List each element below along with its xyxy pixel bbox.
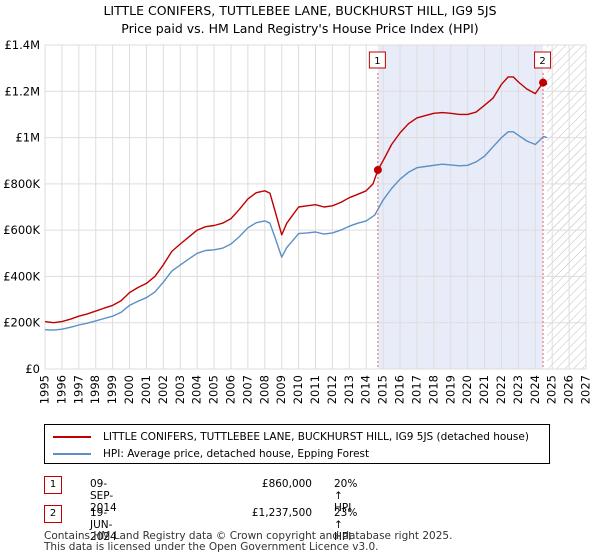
x-tick-label: 2000	[122, 375, 136, 404]
legend: LITTLE CONIFERS, TUTTLEBEE LANE, BUCKHUR…	[44, 424, 550, 464]
sale-number-badge: 2	[44, 505, 62, 523]
x-tick-label: 2020	[460, 375, 474, 404]
future-hatch-region	[547, 45, 586, 369]
sale-date: 09-SEP-2014	[90, 478, 117, 514]
x-tick-label: 2003	[173, 375, 187, 404]
property-price-line	[44, 76, 548, 324]
legend-swatch-property	[53, 436, 91, 438]
x-tick-label: 2019	[443, 375, 457, 404]
x-tick-label: 2026	[562, 375, 576, 404]
x-tick-label: 2008	[257, 375, 271, 404]
x-tick-label: 2007	[240, 375, 254, 404]
legend-label-hpi: HPI: Average price, detached house, Eppi…	[103, 448, 370, 460]
x-tick-label: 2011	[308, 375, 322, 404]
y-tick-label: £600K	[3, 223, 40, 237]
x-tick-label: 1997	[71, 375, 85, 404]
chart-title-block: LITTLE CONIFERS, TUTTLEBEE LANE, BUCKHUR…	[0, 2, 600, 38]
sale-price: £1,237,500	[251, 507, 312, 519]
ownership-shaded-region	[377, 45, 544, 369]
price-chart: 1 2 £0 £200K £400K £600K £800K £1M £1.2M £1.4M 19…	[3, 38, 593, 404]
y-tick-label: £400K	[3, 269, 40, 283]
sale-date: 19-JUN-2024	[90, 507, 117, 543]
x-tick-label: 2027	[579, 375, 593, 404]
x-tick-label: 2009	[274, 375, 288, 404]
legend-swatch-hpi	[53, 453, 91, 455]
x-tick-label: 2018	[426, 375, 440, 404]
x-tick-label: 2013	[342, 375, 356, 404]
y-tick-label: £800K	[3, 177, 40, 191]
legend-label-property: LITTLE CONIFERS, TUTTLEBEE LANE, BUCKHUR…	[103, 431, 529, 443]
sale-marker-label: 1	[374, 56, 380, 67]
x-tick-label: 2005	[207, 375, 221, 404]
x-tick-label: 2021	[477, 375, 491, 404]
x-tick-label: 2010	[291, 375, 305, 404]
x-tick-label: 2024	[528, 375, 542, 404]
x-tick-label: 2025	[545, 375, 559, 404]
y-tick-label: £0	[25, 362, 40, 376]
sale-number-badge: 1	[44, 476, 62, 494]
x-tick-label: 2006	[223, 375, 237, 404]
y-tick-label: £1.2M	[4, 84, 40, 98]
sale-hpi-change: 23% ↑ HPI	[334, 507, 358, 543]
sale-point	[373, 165, 382, 174]
sale-point	[539, 78, 548, 87]
x-tick-label: 2017	[409, 375, 423, 404]
x-tick-label: 2014	[359, 375, 373, 404]
x-tick-label: 2012	[325, 375, 339, 404]
y-tick-label: £1M	[15, 131, 40, 145]
x-tick-label: 2016	[393, 375, 407, 404]
x-tick-label: 1998	[88, 375, 102, 404]
x-tick-label: 2015	[376, 375, 390, 404]
x-tick-label: 2001	[139, 375, 153, 404]
legend-item-hpi: HPI: Average price, detached house, Eppi…	[53, 446, 369, 462]
sale-price: £860,000	[261, 478, 312, 490]
sale-marker-box	[534, 51, 552, 69]
y-tick-label: £200K	[3, 316, 40, 330]
sale-marker-box	[368, 51, 386, 69]
sale-hpi-change: 20% ↑ HPI	[334, 478, 358, 514]
x-tick-label: 2004	[190, 375, 204, 404]
x-tick-label: 2022	[494, 375, 508, 404]
footer-attribution: Contains HM Land Registry data © Crown c…	[44, 531, 452, 553]
x-tick-label: 1999	[105, 375, 119, 404]
legend-item-property: LITTLE CONIFERS, TUTTLEBEE LANE, BUCKHUR…	[53, 429, 529, 445]
sale-marker-label: 2	[539, 56, 545, 67]
x-tick-label: 2002	[156, 375, 170, 404]
chart-title: LITTLE CONIFERS, TUTTLEBEE LANE, BUCKHUR…	[103, 3, 497, 18]
footer-line-1: Contains HM Land Registry data © Crown c…	[44, 530, 453, 542]
y-tick-label: £1.4M	[4, 38, 40, 52]
footer-line-2: This data is licensed under the Open Gov…	[44, 541, 379, 553]
x-tick-label: 1995	[38, 375, 52, 404]
x-tick-label: 2023	[511, 375, 525, 404]
x-tick-label: 1996	[54, 375, 68, 404]
hpi-line	[44, 131, 548, 331]
chart-subtitle: Price paid vs. HM Land Registry's House …	[121, 21, 479, 36]
